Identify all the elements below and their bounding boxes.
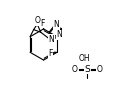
Text: O: O: [34, 16, 40, 25]
Text: S: S: [84, 65, 90, 74]
Text: N: N: [56, 30, 62, 39]
Text: O: O: [72, 65, 78, 74]
Text: N: N: [48, 35, 54, 44]
Text: O: O: [97, 65, 103, 74]
Text: N: N: [53, 20, 59, 29]
Text: OH: OH: [79, 54, 90, 63]
Text: F: F: [41, 19, 45, 28]
Text: F: F: [49, 49, 53, 58]
